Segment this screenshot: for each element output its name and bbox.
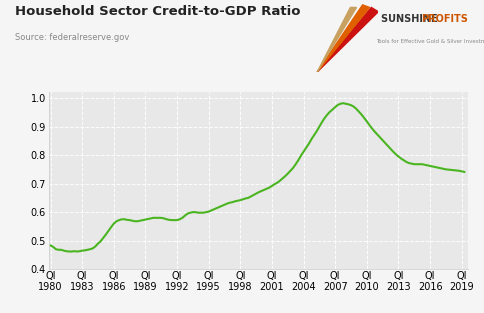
Text: Source: federalreserve.gov: Source: federalreserve.gov	[15, 33, 129, 42]
Text: Household Sector Credit-to-GDP Ratio: Household Sector Credit-to-GDP Ratio	[15, 5, 300, 18]
Text: PROFITS: PROFITS	[420, 14, 467, 24]
Text: SUNSHINE: SUNSHINE	[380, 14, 440, 24]
Polygon shape	[317, 8, 378, 72]
Polygon shape	[317, 5, 369, 72]
Polygon shape	[317, 8, 356, 72]
Text: Tools for Effective Gold & Silver Investments: Tools for Effective Gold & Silver Invest…	[375, 39, 484, 44]
